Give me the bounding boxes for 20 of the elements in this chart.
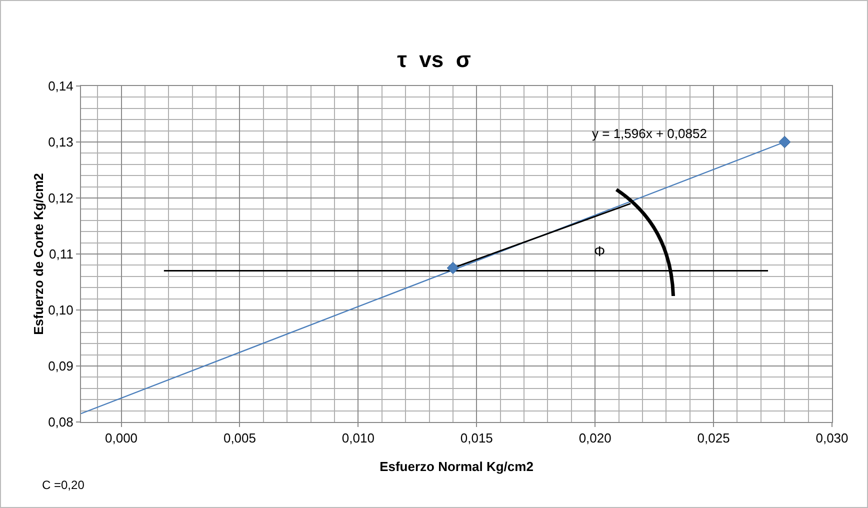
x-tick-label: 0,030 [816, 430, 848, 446]
annotation: y = 1,596x + 0,0852 [592, 126, 707, 141]
y-tick-label: 0,08 [48, 414, 74, 430]
x-tick-label: 0,010 [342, 430, 374, 446]
y-tick-label: 0,14 [48, 78, 74, 94]
text: C =0,20 [42, 478, 85, 492]
x-tick-label: 0,015 [460, 430, 493, 446]
x-tick-label: 0,025 [697, 430, 730, 446]
y-tick-label: 0,13 [48, 134, 74, 150]
chart-title: τ vs σ [397, 47, 471, 72]
x-tick-label: 0,000 [104, 430, 138, 446]
y-tick-label: 0,12 [48, 190, 74, 206]
y-tick-label: 0,11 [49, 246, 74, 262]
x-tick-label: 0,005 [223, 430, 256, 446]
x-axis-title: Esfuerzo Normal Kg/cm2 [380, 459, 534, 474]
y-axis-title: Esfuerzo de Corte Kg/cm2 [31, 173, 46, 335]
y-tick-label: 0,09 [48, 358, 74, 374]
y-tick-label: 0,10 [48, 302, 74, 318]
annotation: Φ [594, 243, 606, 259]
x-tick-label: 0,020 [578, 430, 612, 446]
